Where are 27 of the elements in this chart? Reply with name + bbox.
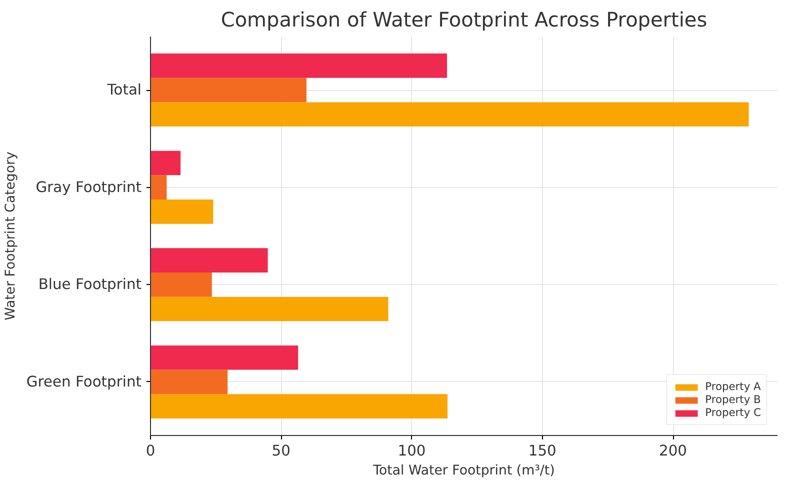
bar xyxy=(150,296,388,322)
bar xyxy=(150,78,306,102)
bar xyxy=(150,248,268,272)
bar xyxy=(150,272,212,297)
bar xyxy=(150,54,448,78)
legend-label: Property C xyxy=(705,406,761,419)
x-tick-label: 100 xyxy=(398,442,426,460)
x-tick-label: 150 xyxy=(528,442,556,460)
bar xyxy=(150,345,298,370)
x-tick-label: 200 xyxy=(659,442,687,460)
y-axis-title: Water Footprint Category xyxy=(3,151,18,320)
bar xyxy=(150,200,214,224)
legend-label: Property B xyxy=(705,393,761,406)
bar xyxy=(150,370,228,394)
x-tick-label: 50 xyxy=(272,442,290,460)
bar xyxy=(150,175,167,200)
y-tick-label: Green Footprint xyxy=(26,373,142,390)
x-tick-label: 0 xyxy=(146,442,156,460)
y-tick-label: Total xyxy=(106,82,142,99)
x-axis-title: Total Water Footprint (m³/t) xyxy=(372,464,555,478)
bar xyxy=(150,102,749,127)
legend-label: Property A xyxy=(705,380,761,393)
y-tick-label: Gray Footprint xyxy=(36,178,142,196)
chart-title: Comparison of Water Footprint Across Properties xyxy=(220,8,708,32)
bar xyxy=(150,394,448,418)
bar xyxy=(150,150,181,176)
y-tick-label: Blue Footprint xyxy=(38,276,142,294)
